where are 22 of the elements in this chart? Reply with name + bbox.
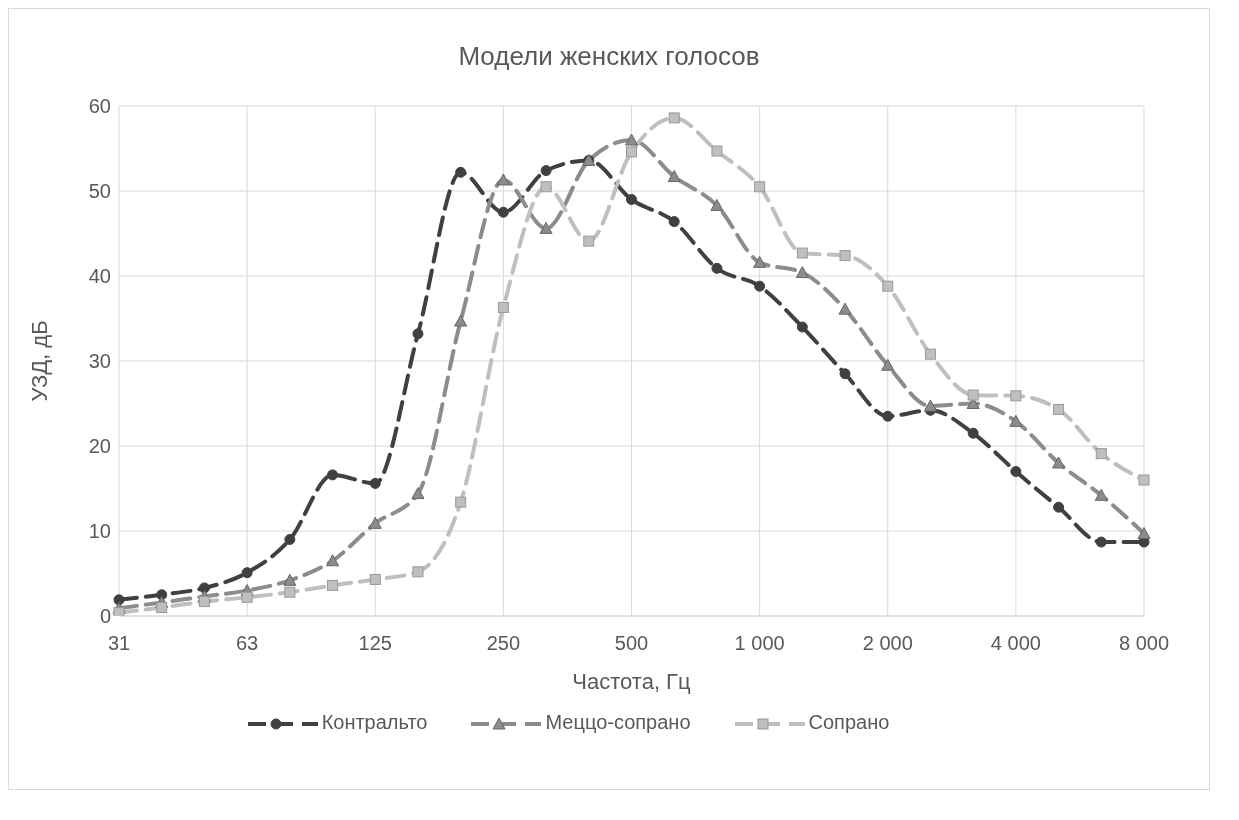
y-tick-label: 30 (88, 350, 111, 373)
x-tick-label: 2 000 (862, 632, 913, 655)
x-axis-title: Частота, Гц (572, 669, 692, 694)
chart-title: Модели женских голосов (457, 40, 761, 73)
y-tick-label: 40 (88, 265, 111, 288)
x-tick-label: 125 (358, 632, 392, 655)
y-tick-label: 60 (88, 95, 111, 118)
y-tick-label: 20 (88, 435, 111, 458)
x-tick-label: 8 000 (1118, 632, 1170, 655)
y-tick-label: 50 (88, 180, 111, 203)
x-tick-label: 4 000 (990, 632, 1041, 655)
legend-label: Контральто (320, 711, 428, 733)
y-tick-label: 10 (88, 520, 111, 543)
legend-label: Сопрано (807, 711, 890, 733)
y-axis-title: УЗД, дБ (26, 320, 52, 402)
x-tick-label: 250 (486, 632, 521, 655)
y-tick-label: 0 (99, 605, 111, 628)
x-tick-label: 500 (614, 632, 649, 655)
x-tick-label: 31 (107, 632, 131, 655)
x-tick-label: 63 (236, 632, 259, 655)
legend-label: Меццо-сопрано (544, 711, 691, 733)
x-tick-label: 1 000 (734, 632, 785, 655)
